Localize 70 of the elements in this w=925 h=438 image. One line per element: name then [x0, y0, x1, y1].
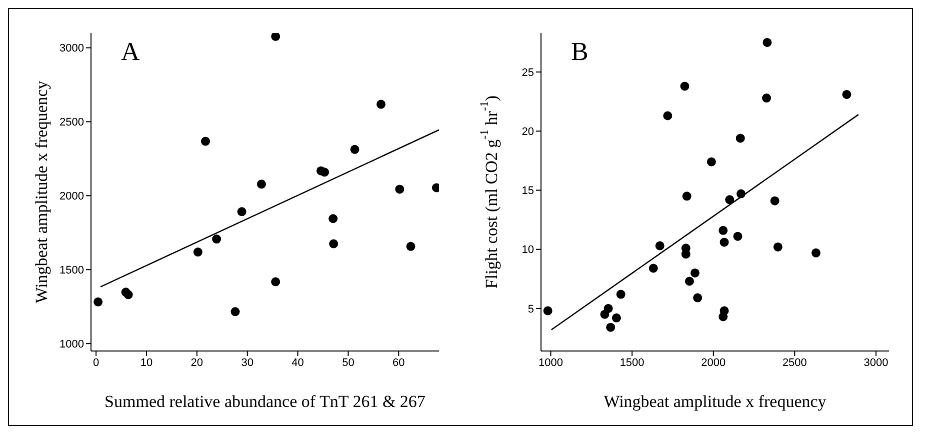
point: [200, 136, 210, 146]
point: [680, 82, 690, 91]
y-tick-label: 2000: [60, 190, 84, 203]
x-tick-label: 1500: [620, 356, 644, 369]
point: [320, 168, 330, 177]
y-axis-title: Wingbeat amplitude x frequency: [32, 80, 50, 304]
y-tick-label: 5: [528, 303, 534, 316]
point: [406, 242, 416, 251]
point: [706, 157, 716, 166]
point: [736, 134, 745, 143]
y-tick-label: 20: [522, 126, 534, 138]
point: [395, 184, 404, 194]
point: [616, 290, 626, 299]
point: [762, 38, 772, 47]
x-tick-label: 60: [392, 356, 405, 369]
point: [328, 214, 338, 224]
point: [684, 276, 694, 286]
point: [648, 264, 658, 273]
x-tick-label: 2000: [701, 356, 726, 369]
point: [718, 312, 728, 322]
point: [612, 313, 621, 322]
point: [94, 297, 103, 306]
point: [655, 241, 664, 250]
point: [193, 248, 202, 257]
x-axis-title: Summed relative abundance of TnT 261 & 267: [104, 392, 426, 411]
point: [773, 242, 782, 252]
y-tick-label: 25: [522, 66, 534, 79]
y-tick-label: 1500: [60, 264, 84, 277]
x-tick-label: 0: [92, 356, 100, 369]
chart-title: A: [121, 37, 140, 67]
point: [733, 232, 742, 241]
point: [543, 306, 552, 316]
point: [329, 239, 338, 248]
y-tick-label: 15: [522, 185, 534, 198]
point: [718, 226, 728, 235]
point: [663, 111, 672, 120]
point: [725, 195, 734, 204]
point: [376, 100, 386, 109]
point: [682, 192, 692, 201]
x-tick-label: 30: [241, 356, 254, 369]
point: [230, 307, 240, 316]
point: [237, 207, 246, 216]
x-tick-label: 3000: [864, 356, 888, 369]
y-tick-label: 3000: [60, 42, 84, 55]
x-tick-label: 10: [140, 356, 153, 369]
point: [350, 144, 360, 154]
point: [811, 248, 820, 258]
point: [124, 290, 133, 300]
point: [212, 234, 222, 244]
y-tick-label: 1000: [60, 338, 84, 351]
point: [720, 238, 729, 247]
x-tick-label: 50: [342, 356, 354, 369]
x-tick-label: 2500: [782, 356, 807, 369]
point: [693, 293, 702, 302]
chart-title: B: [571, 37, 588, 67]
point: [842, 90, 852, 99]
x-axis-title: Wingbeat amplitude x frequency: [604, 392, 827, 411]
point: [604, 304, 613, 313]
x-tick-label: 1000: [538, 356, 563, 369]
y-tick-label: 2500: [60, 116, 84, 129]
y-tick-label: 10: [522, 244, 534, 256]
point: [256, 180, 266, 189]
point: [762, 94, 772, 103]
point: [606, 322, 616, 332]
point: [690, 268, 700, 278]
x-tick-label: 40: [292, 356, 304, 369]
point: [271, 33, 280, 41]
point: [770, 196, 780, 206]
point: [271, 277, 280, 286]
x-tick-label: 20: [190, 356, 204, 369]
